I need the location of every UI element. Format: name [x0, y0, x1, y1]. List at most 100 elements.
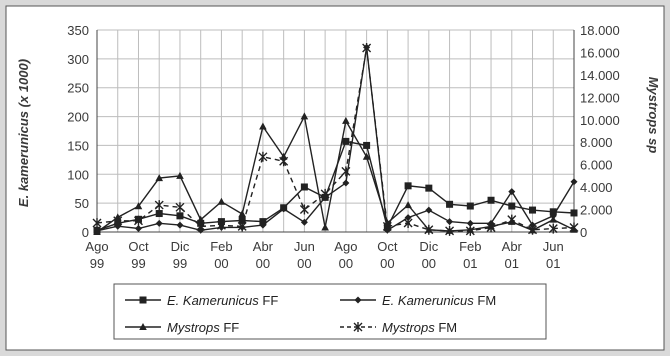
- y-left-tick-label: 150: [67, 138, 89, 153]
- data-point: [382, 221, 392, 232]
- data-point: [133, 215, 143, 226]
- data-point: [134, 225, 142, 233]
- axes: 0 50 100 150 200 250 300 350 0 2.000 4.000 6.000 8.0…: [67, 23, 619, 271]
- data-point: [445, 225, 455, 236]
- data-point: [529, 206, 537, 214]
- data-point: [155, 174, 164, 182]
- data-point: [258, 151, 268, 162]
- y-axis-left-label: E. kamerunicus (x 1000): [16, 59, 31, 207]
- data-point: [508, 188, 516, 196]
- data-point: [217, 197, 226, 205]
- x-tick-label: 00: [422, 256, 436, 271]
- data-point: [362, 42, 372, 53]
- legend-box: [113, 283, 547, 340]
- x-tick-label: Feb: [459, 239, 481, 254]
- data-point: [548, 223, 558, 234]
- data-point: [155, 219, 163, 227]
- y-right-tick-label: 10.000: [580, 113, 620, 128]
- data-point: [299, 204, 309, 215]
- data-point: [404, 201, 412, 209]
- legend: E. Kamerunicus FF E. Kamerunicus FM Mystro…: [113, 283, 547, 340]
- y-left-tick-label: 100: [67, 167, 89, 182]
- data-point: [342, 116, 350, 124]
- x-tick-label: Oct: [128, 239, 149, 254]
- data-point: [113, 215, 123, 226]
- data-point: [486, 222, 496, 233]
- x-tick-label: Abr: [502, 239, 523, 254]
- y-right-tick-label: 14.000: [580, 68, 620, 83]
- data-point: [403, 218, 413, 229]
- data-point: [176, 212, 184, 220]
- legend-entry: E. Kamerunicus FF: [125, 293, 278, 308]
- x-tick-label: Jun: [294, 239, 315, 254]
- data-point: [341, 166, 351, 177]
- data-point: [300, 112, 309, 120]
- data-point: [362, 152, 371, 160]
- data-point: [92, 218, 102, 229]
- data-point: [487, 196, 495, 204]
- data-point: [425, 206, 433, 214]
- data-point: [196, 215, 205, 223]
- data-point: [528, 224, 538, 235]
- data-point: [404, 214, 412, 222]
- legend-entry: E. Kamerunicus FM: [340, 293, 496, 308]
- data-point: [279, 156, 289, 167]
- y-left-tick-label: 50: [75, 196, 89, 211]
- x-tick-label: Abr: [253, 239, 274, 254]
- legend-marker: [354, 296, 362, 304]
- y-right-tick-label: 2.000: [580, 203, 613, 218]
- x-tick-label: 99: [90, 256, 104, 271]
- data-point: [300, 218, 308, 226]
- legend-entry: Mystrops FM: [340, 320, 457, 335]
- data-point: [424, 224, 434, 235]
- y-left-tick-label: 0: [82, 225, 89, 240]
- data-point: [280, 205, 288, 213]
- data-point: [508, 202, 516, 210]
- y-right-tick-label: 6.000: [580, 158, 613, 173]
- x-tick-label: Ago: [85, 239, 108, 254]
- legend-label: Mystrops FF: [167, 320, 239, 335]
- legend-entry: Mystrops FF: [125, 320, 239, 335]
- y-left-tick-label: 250: [67, 81, 89, 96]
- y-axis-right-label: Mystrops sp: [646, 77, 661, 154]
- data-point: [569, 222, 579, 233]
- legend-label: E. Kamerunicus FF: [167, 293, 278, 308]
- data-point: [237, 221, 247, 232]
- data-point: [196, 221, 206, 232]
- legend-marker: [353, 322, 363, 332]
- y-right-tick-label: 16.000: [580, 45, 620, 60]
- data-point: [465, 225, 475, 236]
- data-point: [342, 137, 350, 145]
- x-tick-label: 00: [380, 256, 394, 271]
- data-point: [176, 221, 184, 229]
- y-right-tick-label: 18.000: [580, 23, 620, 38]
- data-point: [259, 221, 267, 229]
- data-point: [425, 184, 433, 192]
- data-point: [300, 183, 308, 191]
- legend-label: Mystrops FM: [382, 320, 457, 335]
- x-tick-label: 01: [546, 256, 560, 271]
- data-point: [446, 218, 454, 226]
- x-tick-label: 99: [173, 256, 187, 271]
- x-tick-label: 00: [214, 256, 228, 271]
- data-point: [238, 216, 246, 224]
- data-point: [507, 214, 517, 225]
- y-left-tick-label: 300: [67, 52, 89, 67]
- x-tick-label: 00: [256, 256, 270, 271]
- x-tick-label: Dic: [419, 239, 438, 254]
- x-tick-label: Oct: [377, 239, 398, 254]
- data-point: [321, 223, 329, 231]
- data-point: [466, 219, 474, 227]
- data-point: [259, 122, 267, 130]
- x-tick-label: Jun: [543, 239, 564, 254]
- data-point: [114, 222, 122, 230]
- data-point: [320, 188, 330, 199]
- data-point: [93, 228, 101, 235]
- x-tick-label: Ago: [334, 239, 357, 254]
- data-point: [238, 210, 246, 218]
- x-tick-label: Feb: [210, 239, 232, 254]
- legend-marker: [139, 296, 147, 304]
- x-tick-label: 01: [463, 256, 477, 271]
